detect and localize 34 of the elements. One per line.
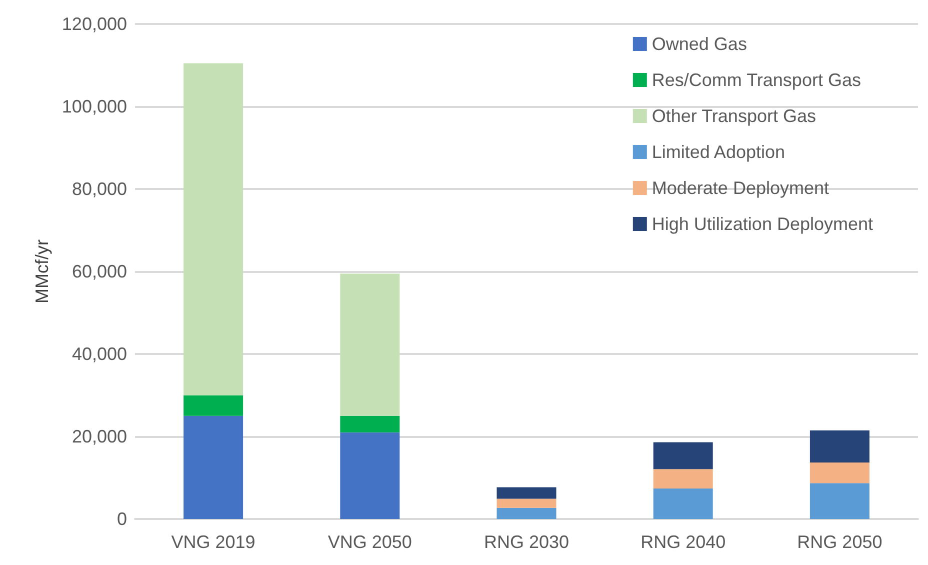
bar <box>496 508 556 519</box>
y-tick-label: 100,000 <box>62 96 127 116</box>
legend-label: Moderate Deployment <box>652 178 829 198</box>
y-tick-label: 80,000 <box>72 179 127 199</box>
legend-label: High Utilization Deployment <box>652 214 874 234</box>
legend-label: Res/Comm Transport Gas <box>652 70 861 90</box>
bar <box>653 469 713 488</box>
legend-label: Other Transport Gas <box>652 106 816 126</box>
bar <box>496 498 556 508</box>
x-tick-label: RNG 2050 <box>797 532 882 552</box>
x-tick-label: RNG 2030 <box>484 532 570 552</box>
y-tick-label: 60,000 <box>72 262 127 282</box>
y-tick-label: 20,000 <box>72 426 127 446</box>
y-axis-title: MMcf/yr <box>32 240 52 304</box>
y-tick-label: 40,000 <box>72 344 127 364</box>
x-tick-label: RNG 2040 <box>640 532 726 552</box>
legend-label: Limited Adoption <box>652 142 785 162</box>
x-tick-label: VNG 2019 <box>171 532 256 552</box>
bar <box>184 416 244 519</box>
legend-label: Owned Gas <box>652 34 747 54</box>
bar <box>810 462 870 484</box>
bar <box>340 432 400 519</box>
bar <box>184 395 244 416</box>
bar <box>653 442 713 470</box>
bar <box>184 63 244 396</box>
y-tick-label: 120,000 <box>62 14 127 34</box>
bar <box>810 430 870 462</box>
y-tick-label: 0 <box>116 509 127 529</box>
bar <box>340 274 400 416</box>
x-tick-label: VNG 2050 <box>328 532 412 552</box>
bar <box>810 483 870 519</box>
bar <box>496 487 556 499</box>
bar <box>653 488 713 519</box>
bar <box>340 416 400 432</box>
